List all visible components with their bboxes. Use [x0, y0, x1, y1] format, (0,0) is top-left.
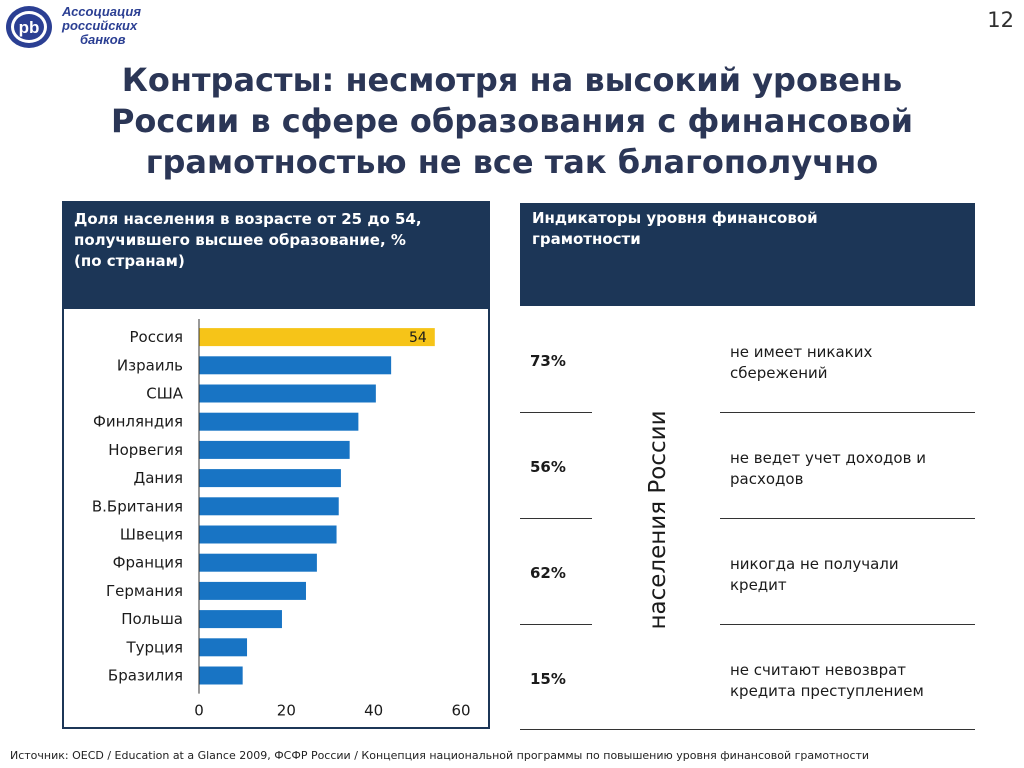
bar	[199, 610, 282, 629]
indicator-description: не ведет учет доходов и расходов	[730, 448, 970, 490]
indicators-header-line: грамотности	[532, 230, 641, 248]
indicator-description-line: не считают невозврат	[730, 661, 907, 679]
row-divider-left	[520, 518, 592, 519]
indicators-list: 73% не имеет никаких сбережений 56% не в…	[520, 306, 975, 731]
row-divider-right	[720, 624, 975, 625]
category-label: Норвегия	[108, 441, 183, 459]
category-label: Швеция	[120, 526, 183, 544]
x-tick-label: 0	[194, 702, 204, 720]
indicator-row: 56% не ведет учет доходов и расходов	[520, 412, 975, 518]
bar-chart: Россия 54 Израиль США Финляндия Норвегия Дания…	[92, 319, 471, 720]
category-label: Польша	[121, 610, 183, 628]
logo-text: Ассоциация российских банков	[62, 5, 172, 47]
category-label: Турция	[125, 638, 183, 656]
x-tick-label: 20	[277, 702, 296, 720]
title-line: Контрасты: несмотря на высокий уровень	[121, 61, 903, 99]
logo-emblem-icon: pb	[6, 6, 52, 48]
chart-title-line: (по странам)	[74, 252, 185, 270]
title-line: грамотностью не все так благополучно	[145, 143, 879, 181]
bar	[199, 581, 306, 600]
indicator-description-line: не ведет учет доходов и	[730, 449, 926, 467]
logo-mark-text: pb	[19, 18, 40, 37]
category-label: США	[146, 385, 184, 403]
bar	[199, 497, 339, 516]
indicator-row: 73% не имеет никаких сбережений	[520, 306, 975, 412]
indicator-description: не считают невозврат кредита преступлени…	[730, 660, 970, 702]
indicator-description-line: не имеет никаких	[730, 343, 873, 361]
category-label: Израиль	[117, 356, 183, 374]
bar	[199, 412, 359, 431]
bar	[199, 328, 435, 347]
chart-title-line: Доля населения в возрасте от 25 до 54,	[74, 210, 422, 228]
row-divider-right	[720, 518, 975, 519]
bar	[199, 666, 243, 685]
category-label: Финляндия	[93, 413, 183, 431]
indicator-row: 62% никогда не получали кредит	[520, 518, 975, 624]
indicator-description-line: расходов	[730, 470, 804, 488]
logo-text-line: банков	[80, 32, 126, 47]
page-number: 12	[987, 8, 1014, 32]
category-label: Дания	[134, 469, 184, 487]
indicator-description: не имеет никаких сбережений	[730, 342, 970, 384]
row-divider-left	[520, 624, 592, 625]
bar	[199, 638, 248, 657]
indicators-header-line: Индикаторы уровня финансовой	[532, 209, 818, 227]
logo-text-line: российских	[62, 18, 138, 33]
indicator-description-line: сбережений	[730, 364, 828, 382]
row-divider-right	[720, 412, 975, 413]
indicator-description-line: никогда не получали	[730, 555, 899, 573]
x-tick-label: 60	[451, 702, 470, 720]
logo-text-line: Ассоциация	[62, 4, 142, 19]
indicator-percent: 73%	[530, 352, 566, 370]
indicator-description: никогда не получали кредит	[730, 554, 970, 596]
bottom-divider	[520, 729, 975, 730]
indicator-percent: 15%	[530, 670, 566, 688]
bar	[199, 440, 350, 459]
bar	[199, 469, 341, 488]
indicator-percent: 62%	[530, 564, 566, 582]
indicator-row: 15% не считают невозврат кредита преступ…	[520, 624, 975, 730]
chart-panel: Доля населения в возрасте от 25 до 54, п…	[62, 201, 490, 729]
data-label: 54	[409, 330, 427, 346]
bar	[199, 525, 337, 544]
category-label: Франция	[113, 554, 183, 572]
indicators-header: Индикаторы уровня финансовой грамотности	[520, 203, 975, 306]
row-divider-left	[520, 412, 592, 413]
x-tick-label: 40	[364, 702, 383, 720]
category-label: Россия	[130, 328, 184, 346]
category-label: Бразилия	[108, 667, 183, 685]
page-title: Контрасты: несмотря на высокий уровень Р…	[40, 60, 984, 183]
association-logo: pb Ассоциация российских банков	[4, 4, 164, 52]
category-label: Германия	[106, 582, 183, 600]
chart-title-line: получившего высшее образование, %	[74, 231, 406, 249]
indicator-description-line: кредита преступлением	[730, 682, 924, 700]
bar	[199, 384, 376, 403]
title-line: России в сфере образования с финансовой	[110, 102, 914, 140]
category-label: В.Британия	[92, 497, 183, 515]
indicator-percent: 56%	[530, 458, 566, 476]
indicator-description-line: кредит	[730, 576, 787, 594]
bar	[199, 553, 317, 572]
bar	[199, 356, 392, 375]
source-note: Источник: OECD / Education at a Glance 2…	[10, 749, 870, 762]
chart-title: Доля населения в возрасте от 25 до 54, п…	[64, 203, 488, 309]
population-side-label: населения России	[645, 410, 671, 630]
